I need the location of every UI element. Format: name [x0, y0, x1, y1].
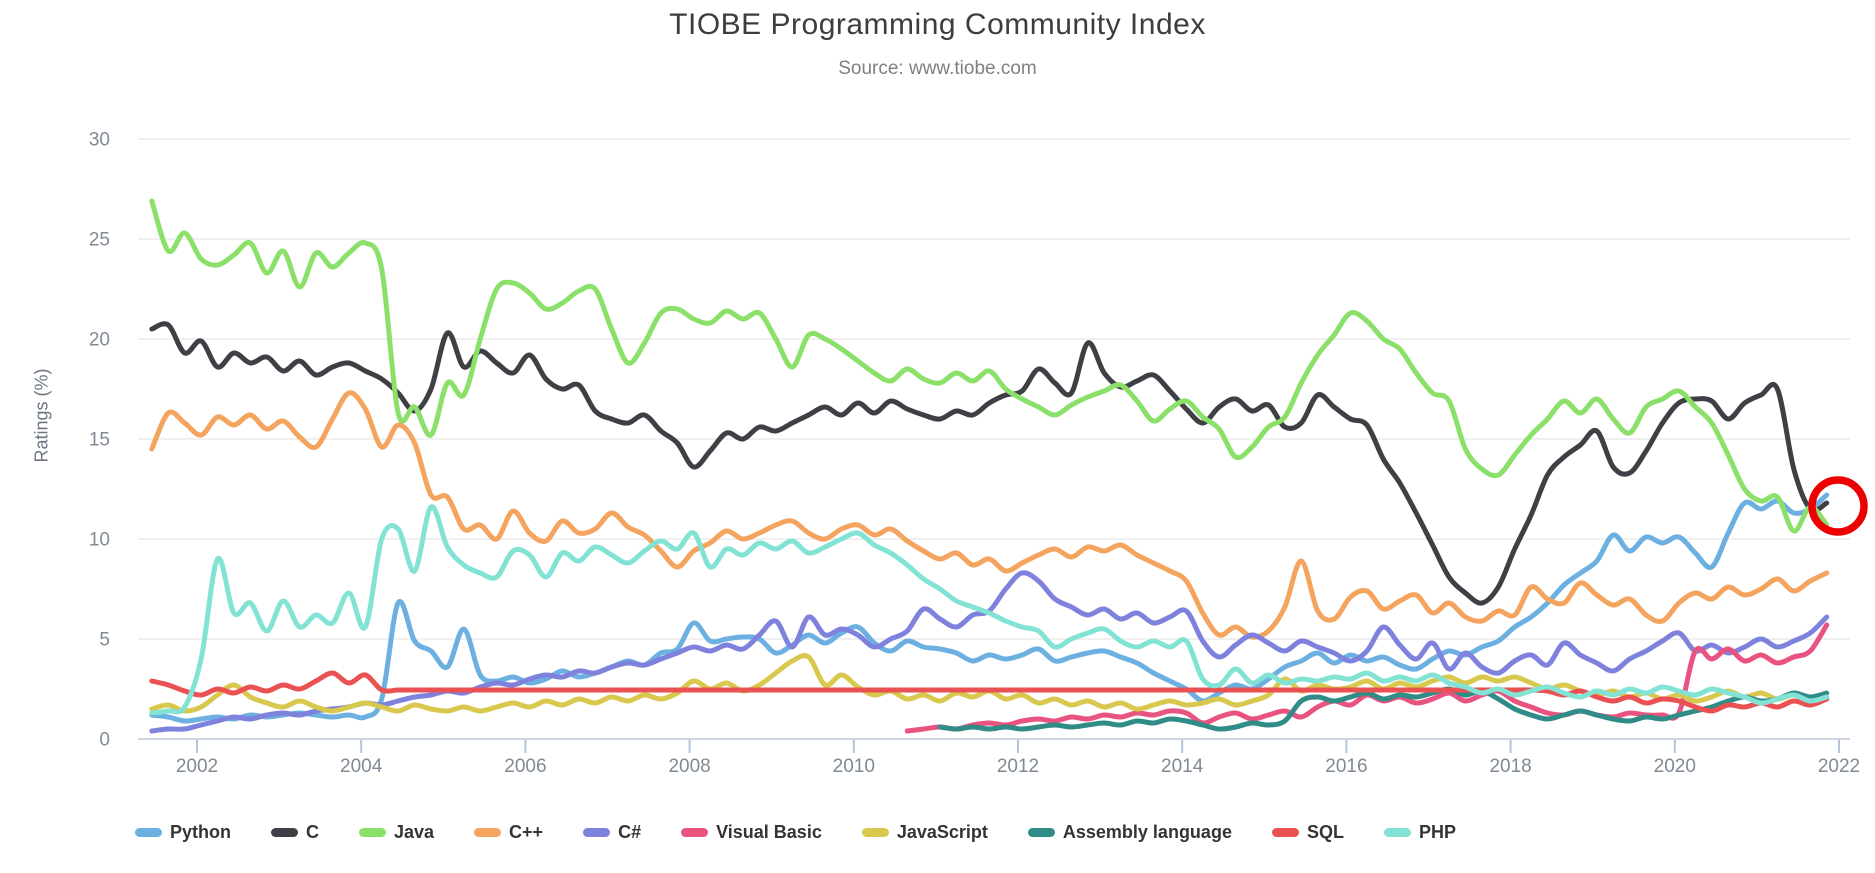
x-tick-label: 2006 [504, 756, 546, 777]
series-line-javascript[interactable] [149, 653, 1830, 714]
legend-label: C# [618, 822, 642, 842]
series-line-java[interactable] [149, 198, 1830, 534]
legend-swatch-icon [1027, 828, 1055, 837]
legend-item-c-[interactable]: C# [583, 822, 641, 843]
legend-item-assembly-language[interactable]: Assembly language [1027, 822, 1232, 843]
legend-label: Visual Basic [716, 822, 822, 842]
legend-label: Java [394, 822, 435, 842]
chart-title: TIOBE Programming Community Index [669, 8, 1206, 41]
legend-item-php[interactable]: PHP [1383, 822, 1456, 843]
series-line-assembly-language[interactable] [937, 686, 1830, 732]
legend-label: C [306, 822, 319, 842]
legend: Python C Java C++ C# Visual Basic JavaScript As… [135, 822, 1456, 843]
series-line-php[interactable] [149, 504, 1830, 716]
legend-item-sql[interactable]: SQL [1271, 822, 1344, 843]
legend-swatch-icon [681, 828, 709, 837]
legend-swatch-icon [271, 828, 298, 837]
x-tick-label: 2020 [1654, 756, 1696, 777]
legend-label: PHP [1418, 822, 1456, 842]
y-tick-label: 5 [99, 630, 110, 651]
series-line-sql[interactable] [149, 670, 1830, 714]
legend-label: Python [170, 822, 231, 842]
legend-item-javascript[interactable]: JavaScript [861, 822, 988, 843]
legend-swatch-icon [474, 828, 502, 837]
y-tick-label: 30 [89, 130, 110, 151]
legend-swatch-icon [1271, 828, 1299, 837]
legend-item-c[interactable]: C [271, 822, 319, 843]
chart-subtitle: Source: www.tiobe.com [838, 58, 1037, 79]
x-tick-label: 2016 [1325, 756, 1367, 777]
highlight-circle-annotation [1808, 476, 1868, 536]
x-tick-label: 2010 [833, 756, 875, 777]
series-line-python[interactable] [149, 492, 1830, 724]
legend-item-c-[interactable]: C++ [474, 822, 543, 843]
x-tick-label: 2002 [176, 756, 218, 777]
legend-label: SQL [1306, 822, 1344, 842]
legend-label: JavaScript [896, 822, 988, 842]
legend-label: Assembly language [1062, 822, 1232, 842]
y-tick-label: 0 [99, 730, 110, 751]
legend-swatch-icon [135, 828, 162, 837]
y-tick-label: 10 [89, 530, 110, 551]
series-line-c-[interactable] [149, 390, 1830, 640]
x-tick-label: 2012 [997, 756, 1039, 777]
x-tick-label: 2008 [668, 756, 710, 777]
y-tick-label: 15 [89, 430, 110, 451]
x-tick-label: 2014 [1161, 756, 1204, 777]
x-tick-label: 2022 [1818, 756, 1860, 777]
y-tick-label: 25 [89, 230, 110, 251]
x-tick-label: 2018 [1489, 756, 1531, 777]
series-line-c[interactable] [149, 321, 1830, 606]
legend-item-java[interactable]: Java [359, 822, 434, 843]
chart-canvas: 0 5 10 15 20 25 30 2002 2004 2006 2008 2010 2012 2014… [89, 130, 1868, 777]
legend-swatch-icon [359, 828, 386, 837]
x-tick-label: 2004 [340, 756, 383, 777]
legend-swatch-icon [583, 828, 611, 837]
y-tick-label: 20 [89, 330, 110, 351]
legend-item-python[interactable]: Python [135, 822, 231, 843]
legend-swatch-icon [1383, 828, 1411, 837]
legend-item-visual-basic[interactable]: Visual Basic [681, 822, 822, 843]
legend-label: C++ [509, 822, 544, 842]
legend-swatch-icon [861, 828, 889, 837]
